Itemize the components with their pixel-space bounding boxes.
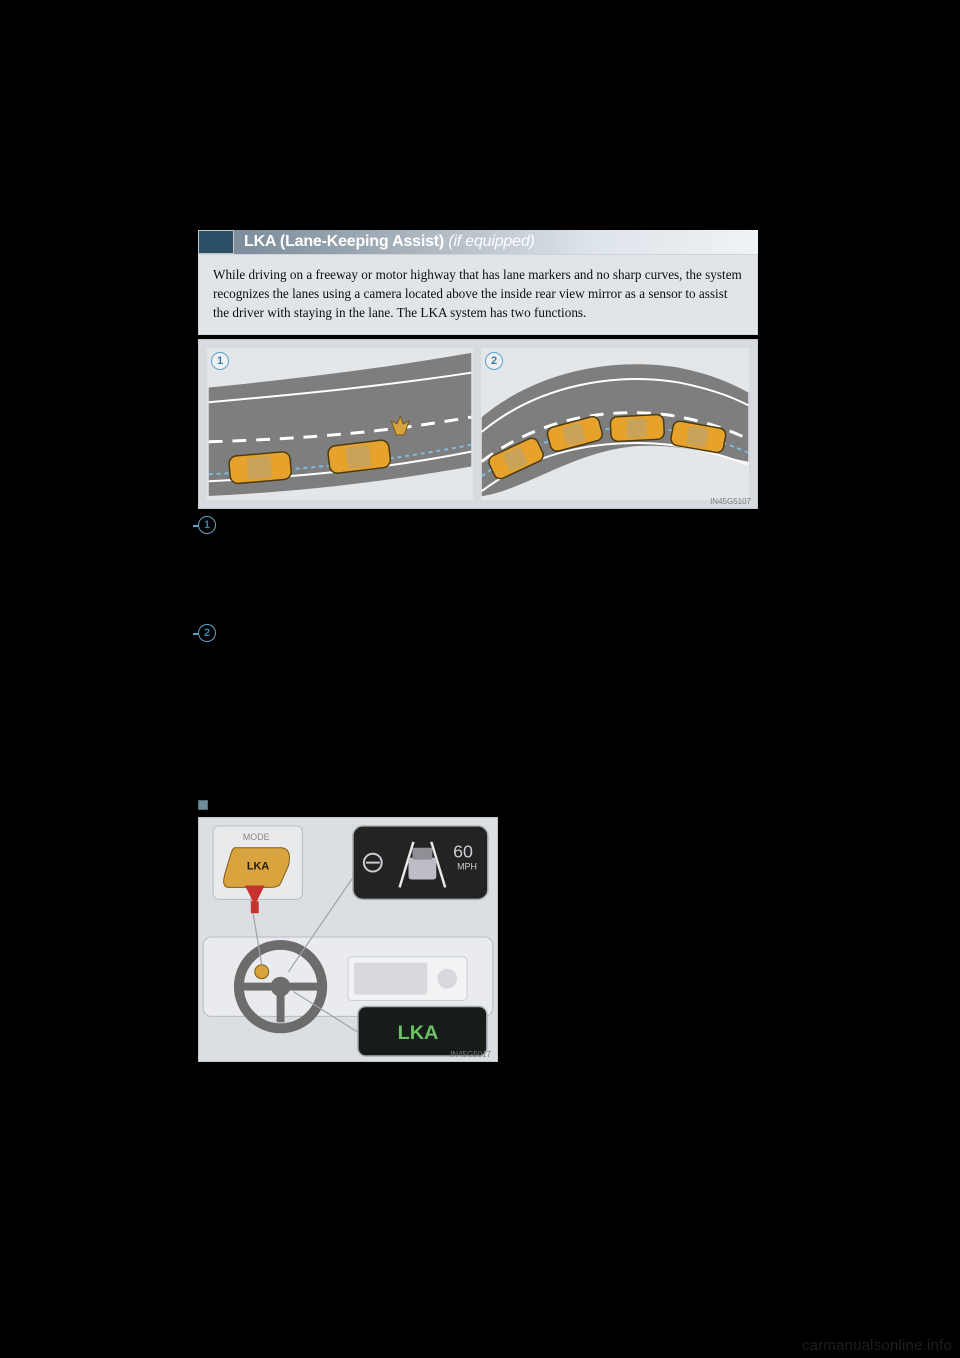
subheading: Turning the LKA system on	[198, 797, 758, 813]
dashboard-figure: MODE LKA 60 MPH	[198, 817, 498, 1062]
fn1-line2: *: A sensory warning is a function that …	[226, 580, 691, 595]
fn2-line6: is canceled, the lane departure warning …	[226, 765, 532, 780]
function-title-2: Lane keeping assist function	[226, 623, 689, 643]
section-title: LKA (Lane-Keeping Assist) (if equipped)	[244, 233, 535, 251]
function-number-1: 1	[198, 516, 216, 534]
lka-button-callout: MODE LKA	[213, 826, 302, 913]
watermark: carmanualsonline.info	[802, 1337, 952, 1354]
lane-illustration-1	[207, 348, 473, 500]
intro-box: While driving on a freeway or motor high…	[198, 254, 758, 335]
display-screen-2: LKA	[358, 1006, 487, 1056]
lka-indicator: LKA	[398, 1022, 439, 1044]
figure-code-1: IN45G5107	[710, 497, 751, 506]
mode-label: MODE	[243, 832, 270, 842]
display-screen-1: 60 MPH	[353, 826, 488, 899]
header-flag-icon	[198, 230, 234, 254]
function-item-1: 1 Lane departure warning function If the…	[198, 515, 758, 617]
manual-page: LKA (Lane-Keeping Assist) (if equipped) …	[198, 230, 758, 1062]
function-text-2: Lane keeping assist function This functi…	[226, 623, 689, 783]
function-number-2: 2	[198, 624, 216, 642]
display-speed: 60	[453, 842, 473, 862]
lane-panel-2: 2	[481, 348, 749, 500]
figure-code-2: IN45G5017	[450, 1050, 491, 1059]
lane-figure: 1 2 IN45G5107	[198, 339, 758, 509]
fn1-line0: If the system judges that the vehicle ma…	[226, 541, 678, 556]
subheading-text: Turning the LKA system on	[216, 797, 361, 813]
fn1-line1: beeping, indications on the multi-inform…	[226, 560, 635, 575]
lane-panel-1: 1	[207, 348, 473, 500]
lka-button-label: LKA	[247, 860, 270, 872]
lane-illustration-2	[481, 348, 749, 500]
function-title-1: Lane departure warning function	[226, 515, 691, 535]
fn2-line3: the system is assisting steering, a sens…	[226, 707, 683, 722]
fn2-line2: required to stay in the center of the la…	[226, 687, 684, 702]
fn2-line1: dynamic radar cruise control is operatin…	[226, 668, 665, 683]
fn2-line0: This function is active when the vehicle…	[226, 648, 641, 663]
function-text-1: Lane departure warning function If the s…	[226, 515, 691, 617]
function-item-2: 2 Lane keeping assist function This func…	[198, 623, 758, 783]
section-header: LKA (Lane-Keeping Assist) (if equipped)	[198, 230, 758, 254]
fn2-line4: lane departure warning depending on the …	[226, 726, 678, 741]
fn1-line3: steering operations in the direction to …	[226, 599, 571, 614]
title-suffix: (if equipped)	[448, 233, 534, 250]
dashboard-illustration: MODE LKA 60 MPH	[199, 818, 497, 1061]
square-bullet-icon	[198, 800, 208, 810]
fn2-line5: function detects that the vehicle is not…	[226, 746, 689, 761]
display-unit: MPH	[457, 861, 477, 871]
title-main: LKA (Lane-Keeping Assist)	[244, 233, 444, 250]
